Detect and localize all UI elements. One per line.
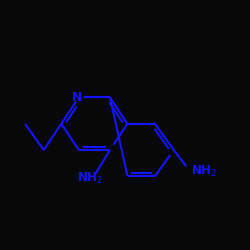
Text: NH$_2$: NH$_2$ (77, 171, 103, 186)
Text: N: N (72, 91, 82, 104)
Text: NH$_2$: NH$_2$ (191, 164, 217, 179)
